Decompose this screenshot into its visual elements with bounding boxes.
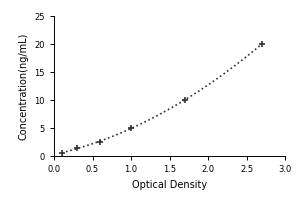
- X-axis label: Optical Density: Optical Density: [132, 180, 207, 190]
- Y-axis label: Concentration(ng/mL): Concentration(ng/mL): [19, 32, 29, 140]
